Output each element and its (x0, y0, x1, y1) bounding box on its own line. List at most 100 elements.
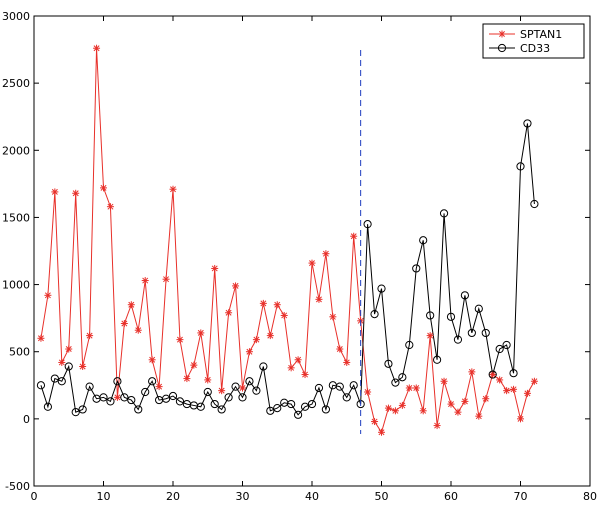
x-tick-label: 40 (305, 490, 319, 503)
data-point-circle (287, 399, 296, 409)
data-point-circle (342, 393, 351, 402)
data-point-star (252, 336, 260, 344)
data-point-star (100, 184, 107, 192)
data-point-circle (439, 209, 449, 218)
data-point-circle (419, 236, 428, 245)
data-point-circle (426, 311, 435, 320)
data-point-star (412, 384, 420, 392)
data-point-star (273, 301, 281, 309)
data-point-star (204, 376, 212, 384)
data-point-star (86, 332, 94, 340)
data-point-circle (85, 382, 94, 391)
data-point-circle (175, 397, 185, 406)
x-tick-label: 60 (444, 490, 458, 503)
data-point-circle (196, 402, 205, 411)
data-point-circle (509, 369, 518, 378)
x-tick-label: 70 (514, 490, 528, 503)
data-point-star (239, 384, 246, 392)
data-point-circle (148, 377, 157, 386)
data-point-circle (120, 393, 129, 402)
data-point-star (371, 418, 379, 426)
data-point-star (106, 203, 114, 211)
data-point-circle (481, 328, 490, 338)
x-tick-label: 50 (375, 490, 389, 503)
data-point-circle (50, 374, 59, 383)
data-point-star (148, 356, 156, 364)
data-point-circle (467, 328, 476, 338)
x-tick-label: 80 (583, 490, 597, 503)
plot-markers (36, 44, 539, 436)
legend-item-cd33: CD33 (489, 42, 550, 55)
data-point-star (141, 277, 149, 285)
data-point-circle (516, 162, 525, 171)
y-axis: -500 0 500 1000 1500 2000 2500 3000 (2, 10, 590, 493)
data-point-circle (321, 405, 330, 414)
data-point-circle (307, 399, 317, 409)
data-point-circle (238, 393, 247, 402)
data-point-circle (349, 381, 358, 390)
data-point-circle (203, 387, 212, 397)
data-point-star (211, 264, 219, 272)
x-tick-label: 10 (97, 490, 111, 503)
y-tick-label: 0 (23, 413, 30, 426)
data-point-star (65, 345, 73, 353)
data-point-circle (134, 405, 143, 414)
y-tick-label: 500 (9, 346, 30, 359)
data-point-circle (210, 399, 219, 409)
data-point-star (287, 364, 295, 372)
data-point-star (447, 400, 455, 408)
data-point-circle (474, 304, 483, 313)
data-point-circle (161, 394, 171, 403)
data-point-star (433, 422, 441, 430)
data-point-circle (294, 410, 303, 419)
data-point-star (58, 358, 66, 366)
legend-marker (497, 43, 507, 53)
legend-item-sptan1: SPTAN1 (489, 28, 562, 41)
data-point-star (405, 384, 413, 392)
data-point-circle (391, 378, 400, 387)
data-point-star (127, 301, 135, 309)
data-point-circle (57, 377, 66, 386)
x-tick-label: 0 (31, 490, 38, 503)
data-point-star (232, 282, 240, 290)
data-point-star (169, 185, 177, 193)
data-point-circle (460, 291, 469, 300)
data-point-circle (168, 391, 178, 401)
data-point-star (489, 371, 497, 379)
legend-box (482, 23, 585, 59)
data-point-star (183, 375, 191, 383)
data-point-star (498, 30, 506, 38)
data-point-circle (266, 406, 275, 415)
data-point-circle (71, 408, 80, 417)
data-point-star (134, 326, 142, 334)
data-point-star (315, 295, 323, 303)
data-point-star (301, 371, 309, 379)
x-axis: 0 10 20 30 40 50 60 70 80 (31, 16, 597, 503)
data-point-circle (64, 362, 73, 371)
data-point-circle (99, 393, 108, 402)
data-point-star (343, 358, 351, 366)
data-point-circle (523, 119, 532, 128)
data-point-circle (78, 405, 87, 414)
data-point-star (517, 415, 524, 423)
data-point-star (426, 332, 434, 340)
data-point-star (503, 387, 511, 395)
data-point-circle (370, 310, 379, 319)
data-point-circle (273, 404, 282, 413)
data-point-star (384, 404, 392, 412)
data-point-star (329, 313, 337, 321)
data-point-star (468, 368, 476, 376)
data-point-circle (314, 383, 324, 393)
data-point-circle (495, 344, 504, 354)
data-point-star (350, 232, 358, 240)
x-tick-label: 20 (166, 490, 180, 503)
y-tick-label: 2500 (2, 77, 30, 90)
data-point-circle (106, 397, 115, 406)
y-tick-label: 2000 (2, 144, 30, 157)
y-tick-label: 3000 (2, 10, 30, 23)
data-point-circle (43, 402, 53, 411)
data-point-star (496, 376, 504, 384)
data-point-circle (502, 340, 511, 350)
